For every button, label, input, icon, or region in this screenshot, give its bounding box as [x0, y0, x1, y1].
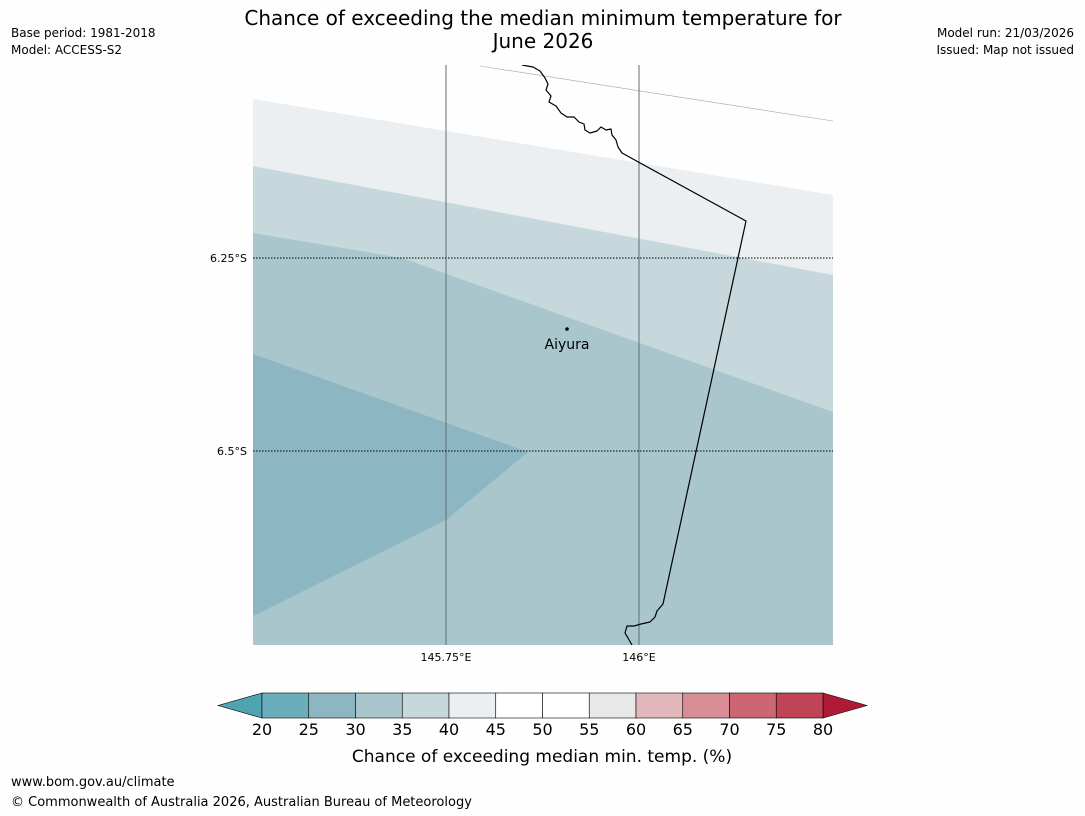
lon-label-145-75: 145.75°E	[421, 651, 472, 664]
colorbar-segment	[308, 692, 356, 719]
colorbar-segment	[401, 692, 450, 719]
colorbar-segment	[729, 692, 777, 719]
footer-url: www.bom.gov.au/climate	[11, 775, 175, 790]
metadata-right: Model run: 21/03/2026 Issued: Map not is…	[936, 25, 1074, 59]
title-line-1: Chance of exceeding the median minimum t…	[244, 6, 842, 30]
colorbar-segment	[775, 692, 824, 719]
colorbar-tick-label: 75	[766, 720, 786, 739]
model-run: Model run: 21/03/2026	[936, 26, 1074, 40]
colorbar-tick-label: 20	[252, 720, 272, 739]
model-name: Model: ACCESS-S2	[11, 43, 123, 57]
title-line-2: June 2026	[492, 29, 594, 53]
place-label: Aiyura	[545, 337, 590, 353]
colorbar: 20 25 30 35 40 45 50 55 60 65 70 75 80 Chance of exc…	[216, 692, 869, 767]
colorbar-title: Chance of exceeding median min. temp. (%…	[352, 747, 732, 767]
colorbar-tick-label: 55	[579, 720, 599, 739]
colorbar-tick-label: 30	[345, 720, 365, 739]
metadata-left: Base period: 1981-2018 Model: ACCESS-S2	[11, 25, 156, 59]
colorbar-tick-label: 40	[439, 720, 459, 739]
colorbar-segment	[355, 692, 403, 719]
colorbar-tick-label: 50	[532, 720, 552, 739]
colorbar-segment	[495, 692, 543, 719]
colorbar-segment	[261, 692, 310, 719]
colorbar-tick-label: 80	[813, 720, 833, 739]
contour-line	[479, 65, 833, 122]
issued-status: Issued: Map not issued	[936, 43, 1074, 57]
lat-label-6-25: 6.25°S	[210, 252, 247, 265]
lat-label-6-5: 6.5°S	[217, 445, 247, 458]
colorbar-extend-low	[216, 692, 263, 719]
map-title: Chance of exceeding the median minimum t…	[200, 7, 886, 53]
map-canvas: Aiyura	[253, 65, 833, 645]
province-boundary	[521, 65, 747, 645]
colorbar-extend-high	[822, 692, 869, 719]
colorbar-segment	[588, 692, 637, 719]
colorbar-tick-label: 35	[392, 720, 412, 739]
colorbar-segment	[682, 692, 730, 719]
place-marker	[565, 327, 569, 331]
footer-copyright: © Commonwealth of Australia 2026, Austra…	[11, 795, 472, 810]
colorbar-segment	[448, 692, 497, 719]
colorbar-tick-label: 60	[626, 720, 646, 739]
colorbar-tick-label: 25	[299, 720, 319, 739]
band-25-30	[253, 354, 528, 616]
colorbar-segment	[542, 692, 590, 719]
colorbar-segment	[635, 692, 684, 719]
colorbar-tick-label: 45	[486, 720, 506, 739]
colorbar-tick-label: 65	[673, 720, 693, 739]
lon-label-146: 146°E	[622, 651, 655, 664]
colorbar-tick-label: 70	[719, 720, 739, 739]
base-period: Base period: 1981-2018	[11, 26, 156, 40]
